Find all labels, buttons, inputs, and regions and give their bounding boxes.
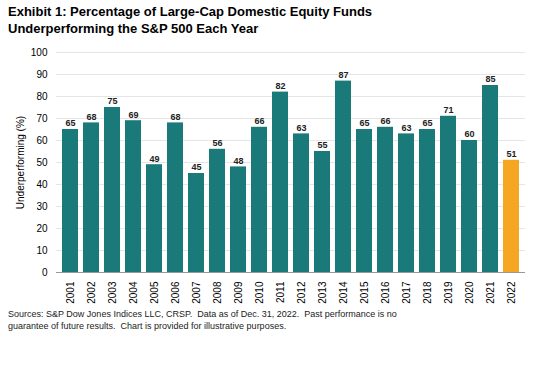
svg-text:2021: 2021 (485, 281, 496, 304)
svg-text:20: 20 (36, 222, 48, 233)
svg-text:100: 100 (31, 46, 48, 57)
svg-text:Underperforming (%): Underperforming (%) (15, 116, 26, 209)
svg-text:2018: 2018 (422, 281, 433, 304)
svg-text:50: 50 (36, 156, 48, 167)
svg-text:0: 0 (42, 266, 48, 277)
svg-text:2014: 2014 (338, 281, 349, 304)
svg-text:30: 30 (36, 200, 48, 211)
svg-text:2017: 2017 (401, 281, 412, 304)
svg-text:2016: 2016 (380, 281, 391, 304)
svg-text:87: 87 (338, 70, 348, 80)
svg-text:82: 82 (275, 81, 285, 91)
svg-text:66: 66 (380, 116, 390, 126)
svg-text:48: 48 (233, 156, 243, 166)
svg-text:2009: 2009 (233, 281, 244, 304)
svg-text:65: 65 (359, 118, 369, 128)
svg-text:63: 63 (296, 123, 306, 133)
svg-text:2020: 2020 (464, 281, 475, 304)
svg-text:85: 85 (485, 74, 495, 84)
svg-text:65: 65 (65, 118, 75, 128)
svg-text:69: 69 (128, 109, 138, 119)
svg-text:2007: 2007 (191, 281, 202, 304)
svg-text:51: 51 (506, 149, 516, 159)
svg-text:56: 56 (212, 138, 222, 148)
svg-text:2005: 2005 (149, 281, 160, 304)
svg-text:2002: 2002 (86, 281, 97, 304)
svg-text:2019: 2019 (443, 281, 454, 304)
svg-text:80: 80 (36, 90, 48, 101)
svg-text:40: 40 (36, 178, 48, 189)
svg-text:2015: 2015 (359, 281, 370, 304)
html-text:Underperforming the S&P 500 Ea: Underperforming the S&P 500 Each Year (8, 20, 259, 36)
svg-text:66: 66 (254, 116, 264, 126)
svg-text:10: 10 (36, 244, 48, 255)
svg-text:49: 49 (149, 153, 159, 163)
svg-text:68: 68 (170, 112, 180, 122)
svg-text:2006: 2006 (170, 281, 181, 304)
svg-text:2010: 2010 (254, 281, 265, 304)
svg-text:75: 75 (107, 96, 117, 106)
svg-text:90: 90 (36, 68, 48, 79)
html-text:Sources: S&P Dow Jones Indices: Sources: S&P Dow Jones Indices LLC, CRSP… (8, 308, 397, 331)
html-text:Exhibit 1: Percentage of Large: Exhibit 1: Percentage of Large-Cap Domes… (8, 4, 373, 19)
svg-text:2012: 2012 (296, 281, 307, 304)
svg-text:71: 71 (443, 105, 453, 115)
svg-text:45: 45 (191, 162, 201, 172)
svg-text:60: 60 (36, 134, 48, 145)
svg-text:2011: 2011 (275, 281, 286, 303)
svg-text:2001: 2001 (65, 281, 76, 304)
svg-text:2022: 2022 (506, 281, 517, 304)
svg-text:55: 55 (317, 140, 327, 150)
svg-text:63: 63 (401, 123, 411, 133)
svg-text:68: 68 (86, 112, 96, 122)
svg-text:70: 70 (36, 112, 48, 123)
svg-text:2003: 2003 (107, 281, 118, 304)
svg-text:2008: 2008 (212, 281, 223, 304)
svg-text:60: 60 (464, 129, 474, 139)
svg-text:65: 65 (422, 118, 432, 128)
svg-text:2004: 2004 (128, 281, 139, 304)
svg-text:2013: 2013 (317, 281, 328, 304)
